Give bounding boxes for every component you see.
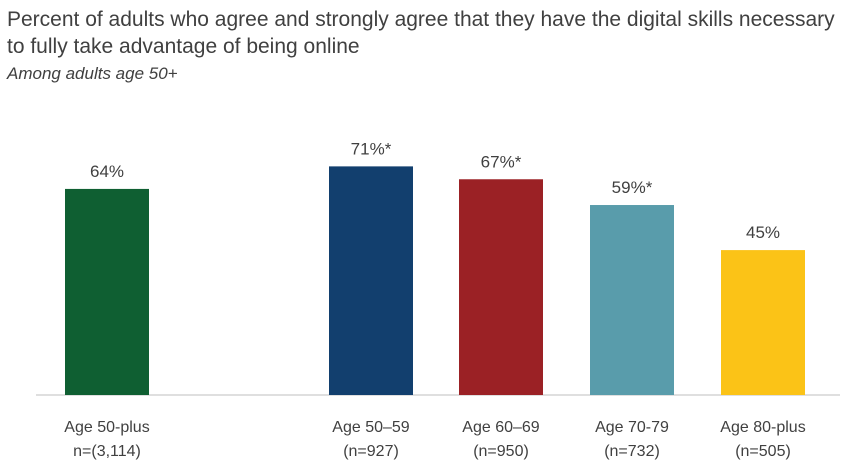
bars-group: 64% Age 50-plus n=(3,114) 71%* Age 50–59 (n=9… bbox=[64, 139, 805, 460]
category-label-2: Age 50–59 bbox=[332, 419, 410, 436]
bar-3 bbox=[459, 179, 543, 395]
chart-title: Percent of adults who agree and strongly… bbox=[7, 8, 835, 58]
category-label-4: Age 70-79 bbox=[595, 419, 669, 436]
bar-value-label-4: 59%* bbox=[612, 178, 653, 197]
sample-size-label-1: n=(3,114) bbox=[73, 443, 141, 460]
bar-value-label-1: 64% bbox=[90, 162, 124, 181]
bar-4 bbox=[590, 205, 674, 395]
sample-size-label-4: (n=732) bbox=[604, 443, 660, 460]
sample-size-label-2: (n=927) bbox=[343, 443, 399, 460]
sample-size-label-3: (n=950) bbox=[473, 443, 529, 460]
sample-size-label-5: (n=505) bbox=[735, 443, 791, 460]
bar-2 bbox=[329, 166, 413, 395]
bar-1 bbox=[65, 188, 149, 395]
category-label-1: Age 50-plus bbox=[64, 419, 149, 436]
category-label-3: Age 60–69 bbox=[462, 419, 540, 436]
bar-value-label-3: 67%* bbox=[481, 152, 522, 171]
chart-subtitle: Among adults age 50+ bbox=[7, 64, 178, 83]
category-label-5: Age 80-plus bbox=[720, 419, 805, 436]
bar-value-label-5: 45% bbox=[746, 223, 780, 242]
bar-5 bbox=[721, 250, 805, 395]
bar-value-label-2: 71%* bbox=[351, 139, 392, 158]
